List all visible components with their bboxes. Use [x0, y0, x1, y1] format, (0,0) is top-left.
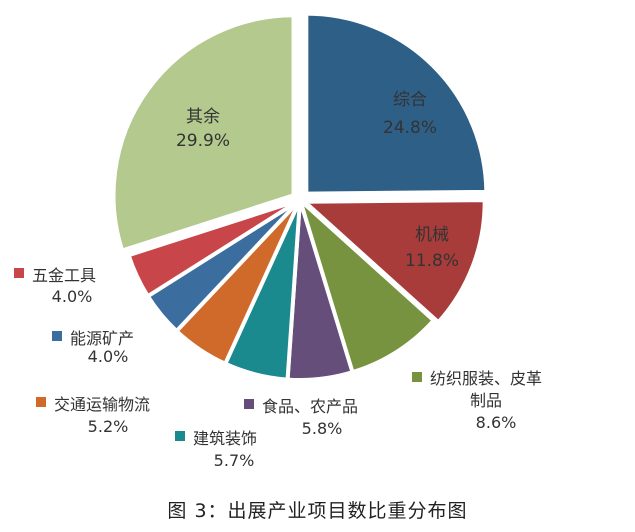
slice-label: 4.0% [88, 347, 129, 366]
slice-label: 5.7% [214, 451, 255, 470]
slice-label: 29.9% [176, 131, 230, 151]
legend-swatch [14, 268, 24, 278]
slice-label: 其余 [186, 107, 220, 127]
slice-label: 纺织服装、皮革 [430, 369, 542, 388]
slice-label: 机械 [415, 225, 449, 245]
slice-label: 建筑装饰 [193, 429, 257, 448]
slice-label: 制品 [470, 391, 502, 410]
legend-swatch [412, 372, 422, 382]
slice-label: 能源矿产 [70, 329, 134, 348]
slice-label: 8.6% [476, 413, 517, 432]
legend-swatch [175, 431, 185, 441]
legend-swatch [36, 397, 46, 407]
slice-label: 24.8% [383, 118, 437, 138]
slice-label: 11.8% [405, 251, 459, 271]
legend-swatch [52, 331, 62, 341]
pie-slice [126, 198, 302, 299]
slice-label: 5.8% [302, 419, 343, 438]
slice-label: 食品、农产品 [262, 397, 358, 416]
slice-label: 4.0% [52, 287, 93, 306]
chart-caption: 图 3：出展产业项目数比重分布图 [167, 500, 468, 522]
pie-slice [302, 198, 487, 325]
slice-label: 5.2% [88, 417, 129, 436]
slice-label: 五金工具 [32, 266, 96, 285]
pie-slice [111, 13, 296, 253]
slice-label: 综合 [393, 90, 427, 110]
pie-slice [304, 11, 489, 196]
legend-swatch [244, 399, 254, 409]
slice-label: 交通运输物流 [54, 395, 150, 414]
